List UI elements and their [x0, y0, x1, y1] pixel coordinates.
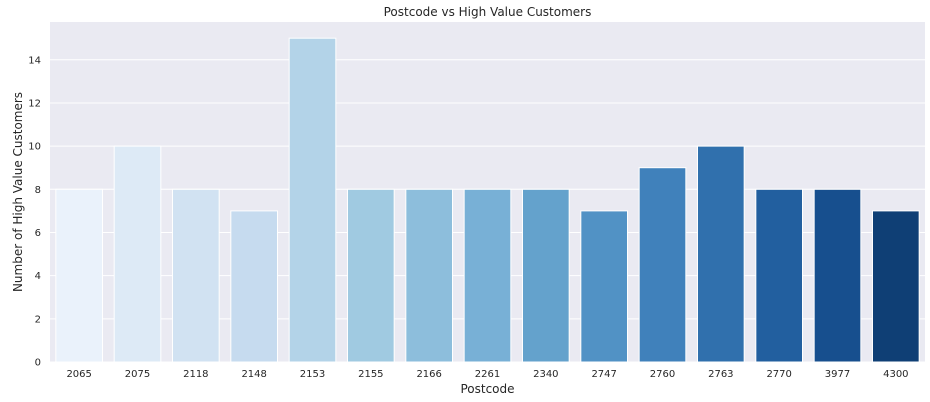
bar-2261	[463, 188, 512, 363]
bar-4300	[872, 210, 920, 363]
x-tick-label: 2747	[591, 369, 616, 380]
bar-2770	[755, 188, 803, 363]
y-tick-labels: 0 2 4 6 8 10 12 14	[28, 55, 41, 368]
y-tick-label: 2	[35, 314, 41, 325]
x-tick-label: 2075	[125, 369, 150, 380]
bar-2747	[580, 210, 628, 363]
x-tick-label: 2155	[358, 369, 383, 380]
x-tick-label: 4300	[883, 369, 908, 380]
x-tick-label: 2340	[533, 369, 558, 380]
bar-2075	[113, 145, 162, 363]
y-axis-label: Number of High Value Customers	[11, 92, 25, 292]
y-tick-label: 6	[35, 228, 41, 239]
y-tick-label: 14	[28, 55, 41, 66]
bar-2763	[697, 145, 745, 363]
y-tick-label: 10	[28, 142, 41, 153]
x-tick-label: 3977	[825, 369, 850, 380]
y-tick-label: 0	[35, 358, 41, 369]
x-tick-labels: 2065 2075 2118 2148 2153 2155 2166 2261 2340 2747…	[66, 369, 908, 380]
x-tick-label: 2118	[183, 369, 208, 380]
bar-2153	[288, 37, 337, 363]
x-tick-label: 2261	[475, 369, 500, 380]
y-tick-label: 12	[28, 98, 41, 109]
bar-2340	[522, 188, 570, 363]
bar-2148	[230, 210, 278, 363]
bar-2155	[347, 188, 395, 363]
y-tick-label: 4	[35, 271, 41, 282]
bar-2118	[172, 188, 220, 363]
x-axis-label: Postcode	[460, 382, 514, 396]
y-tick-label: 8	[35, 185, 41, 196]
chart-title: Postcode vs High Value Customers	[384, 5, 592, 19]
x-tick-label: 2065	[66, 369, 91, 380]
x-tick-label: 2760	[650, 369, 675, 380]
bar-3977	[813, 188, 862, 363]
x-tick-label: 2153	[300, 369, 325, 380]
bar-2760	[638, 167, 687, 363]
x-tick-label: 2770	[766, 369, 791, 380]
x-tick-label: 2166	[416, 369, 441, 380]
bar-2065	[55, 188, 103, 363]
x-tick-label: 2148	[241, 369, 266, 380]
x-tick-label: 2763	[708, 369, 733, 380]
bar-2166	[405, 188, 454, 363]
bars-group	[55, 37, 920, 363]
